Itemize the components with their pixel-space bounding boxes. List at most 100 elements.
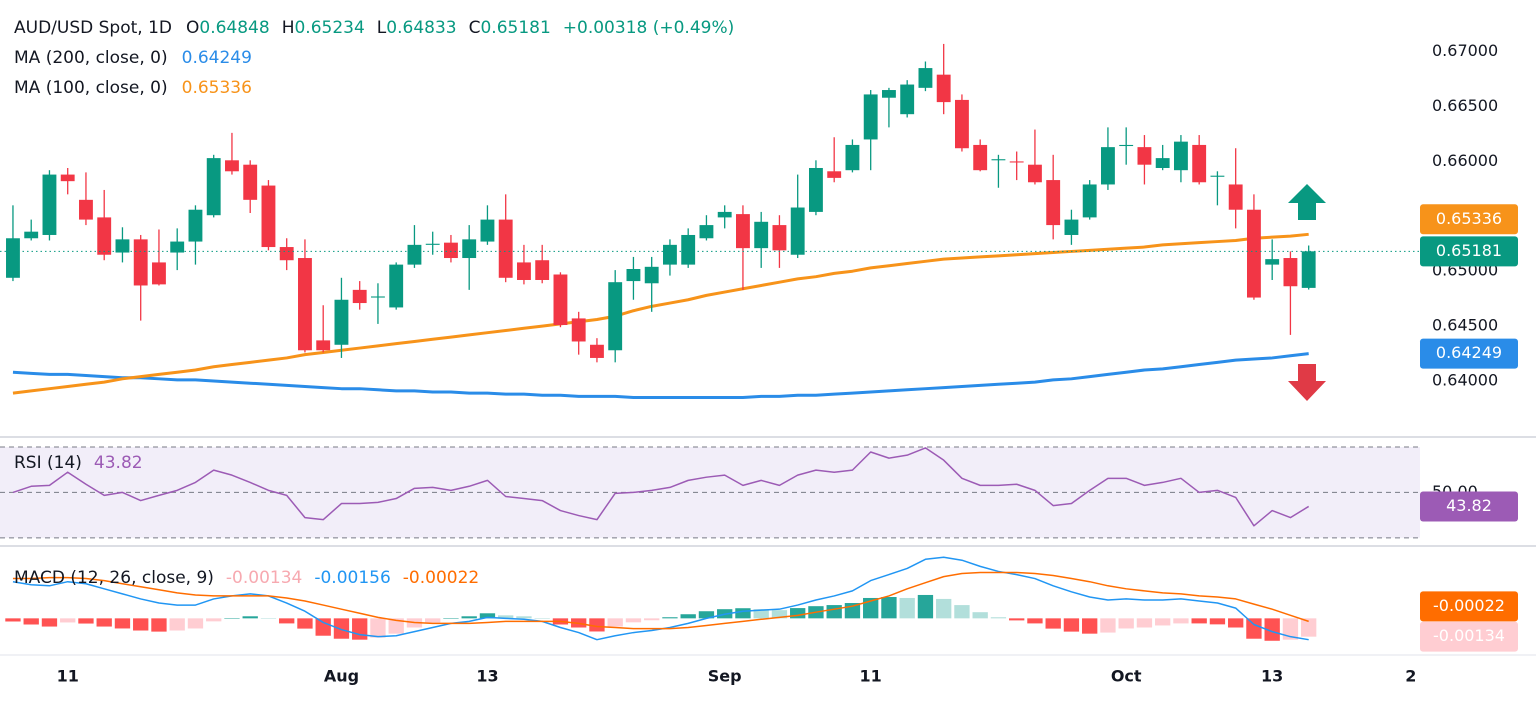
x-tick-label: 11	[57, 667, 79, 686]
macd-histogram-bar	[41, 618, 58, 627]
macd-histogram-bar	[1100, 618, 1116, 633]
y-tick-label: 0.67000	[1432, 41, 1498, 60]
candle-body	[1192, 144, 1207, 183]
candle-body	[571, 318, 586, 342]
rsi-pane	[0, 446, 1420, 539]
ma-tag: 0.65336	[1436, 209, 1502, 228]
macd-histogram-bar	[1082, 618, 1098, 634]
candle-body	[334, 299, 349, 345]
macd-histogram-bar	[206, 618, 222, 622]
ma-tag-box	[1420, 338, 1518, 369]
macd-histogram-bar	[771, 610, 788, 619]
macd-histogram-bar	[607, 618, 623, 627]
macd-histogram-bar	[498, 615, 514, 619]
macd-tag-box	[1420, 591, 1518, 622]
macd-histogram-bar	[899, 597, 915, 619]
down-arrow	[1288, 364, 1326, 401]
macd-histogram-bar	[972, 612, 988, 619]
candle-body	[1137, 147, 1152, 165]
candle-body	[973, 144, 988, 171]
candle-body	[498, 219, 513, 278]
candle-body	[827, 171, 842, 178]
labels: AUD/USD Spot, 1D O0.64848 H0.65234 L0.64833…	[14, 18, 1518, 686]
legend-value: 43.82	[94, 453, 143, 473]
candle-body	[772, 225, 787, 251]
candle-body	[900, 84, 915, 115]
legend-name: RSI (14)	[14, 453, 82, 473]
candle-body	[644, 266, 659, 284]
candle-body	[553, 274, 568, 326]
candle-body	[590, 344, 604, 358]
macd-histogram-bar	[1027, 618, 1043, 624]
candle-body	[535, 260, 550, 280]
plot	[0, 43, 1420, 641]
candle-body	[1027, 164, 1042, 183]
candle-body	[626, 269, 641, 282]
candle-body	[608, 282, 623, 351]
candle-body	[371, 296, 385, 298]
candle-body	[1283, 258, 1298, 287]
macd-histogram-bar	[644, 618, 660, 621]
macd-histogram-bar	[516, 616, 532, 619]
candle-body	[1082, 184, 1097, 218]
candle-body	[1100, 147, 1115, 185]
legend-entry: MA (200, close, 0) 0.64249	[14, 48, 252, 68]
macd-histogram-bar	[279, 618, 295, 624]
macd-histogram-bar	[1228, 618, 1244, 628]
macd-histogram-bar	[60, 618, 76, 623]
symbol-title: AUD/USD Spot, 1D	[14, 18, 172, 38]
macd-histogram-bar	[534, 618, 550, 619]
macd-histogram-bar	[1209, 618, 1226, 625]
legend-value: -0.00022	[403, 568, 479, 588]
macd-histogram-bar	[881, 597, 897, 619]
ohlc-value: 0.64833	[386, 18, 456, 38]
candle-body	[60, 174, 75, 182]
legend-value: 0.65336	[182, 78, 252, 98]
candle-body	[225, 160, 239, 172]
candle-body	[790, 207, 805, 255]
rsi-legend: RSI (14) 43.82	[14, 453, 143, 473]
macd-histogram-bar	[1063, 618, 1080, 632]
legend-value: 0.64249	[182, 48, 252, 68]
change: +0.00318 (+0.49%)	[563, 18, 734, 38]
moving-average	[12, 352, 1309, 399]
macd-histogram-bar	[260, 618, 277, 619]
candle-body	[1046, 180, 1061, 226]
candle-body	[663, 244, 677, 265]
candle-body	[1009, 161, 1024, 163]
candle-body	[79, 199, 93, 220]
macd-histogram-bar	[662, 617, 678, 619]
candle-body	[389, 264, 404, 308]
macd-histogram-bar	[151, 618, 167, 632]
macd-tag: -0.00134	[1433, 626, 1505, 645]
macd-histogram-bar	[1246, 618, 1262, 639]
macd-histogram-bar	[352, 618, 368, 640]
candle-body	[1064, 219, 1079, 235]
candle-body	[188, 209, 203, 242]
macd-histogram-bar	[242, 616, 258, 619]
trend-arrows	[1288, 184, 1326, 401]
x-tick-label: Oct	[1111, 667, 1142, 686]
candle-body	[1155, 158, 1170, 168]
legend-value: -0.00134	[226, 568, 302, 588]
macd-histogram-bar	[1264, 618, 1280, 641]
y-tick-label: 0.66000	[1432, 151, 1498, 170]
legend-name: MACD (12, 26, close, 9)	[14, 568, 214, 588]
x-tick-label: 13	[476, 667, 498, 686]
candle-body	[261, 185, 276, 248]
candle-body	[425, 243, 440, 245]
macd-histogram-bar	[78, 618, 94, 624]
candle-body	[115, 239, 130, 253]
macd-histogram-bar	[863, 597, 879, 619]
y-tick-label: 0.64500	[1432, 316, 1498, 335]
up-arrow	[1288, 184, 1326, 220]
candle-body	[352, 289, 367, 304]
macd-histogram-bar	[1009, 618, 1025, 621]
header-line: AUD/USD Spot, 1D O0.64848 H0.65234 L0.64833…	[14, 18, 734, 38]
macd-tag: -0.00022	[1433, 596, 1505, 615]
x-tick-label: 2	[1405, 667, 1416, 686]
macd-histogram-bar	[790, 608, 806, 619]
macd-histogram-bar	[96, 618, 112, 627]
macd-histogram-bar	[1191, 618, 1207, 624]
